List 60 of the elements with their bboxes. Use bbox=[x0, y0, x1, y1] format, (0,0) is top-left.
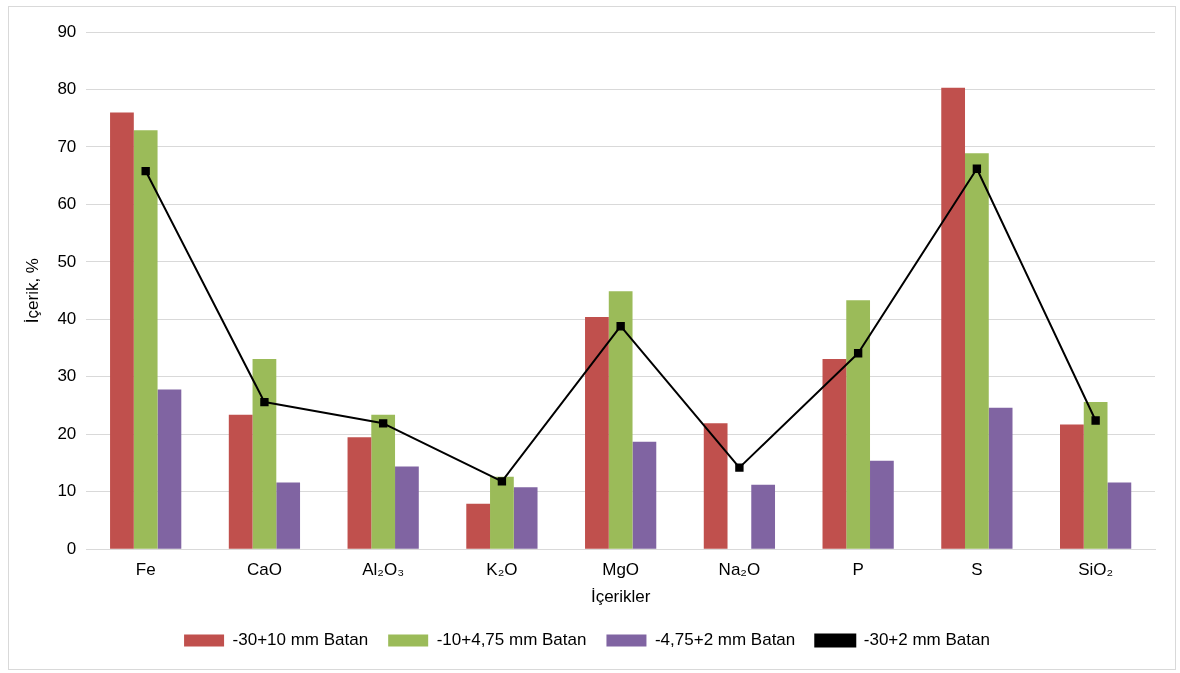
x-tick-label: Fe bbox=[135, 560, 156, 580]
y-tick-label: 50 bbox=[57, 251, 77, 271]
bar bbox=[822, 358, 847, 549]
bar bbox=[228, 414, 253, 549]
bar bbox=[1060, 424, 1084, 549]
point bbox=[853, 349, 863, 358]
point bbox=[260, 397, 269, 407]
bar bbox=[133, 130, 158, 549]
bar bbox=[703, 423, 728, 549]
bar bbox=[110, 112, 134, 549]
y-tick-label: 30 bbox=[57, 366, 77, 386]
point bbox=[735, 463, 744, 472]
bar bbox=[870, 460, 894, 549]
point bbox=[1091, 416, 1100, 425]
bar bbox=[632, 441, 657, 549]
bar bbox=[395, 466, 419, 549]
y-tick-label: 40 bbox=[57, 309, 77, 329]
bar bbox=[157, 389, 182, 549]
bar bbox=[513, 487, 538, 549]
bar bbox=[371, 414, 396, 549]
point bbox=[497, 477, 507, 486]
bar bbox=[585, 317, 609, 549]
bar bbox=[751, 484, 776, 549]
bar bbox=[276, 482, 301, 549]
bar bbox=[965, 153, 989, 549]
y-tick-label: 60 bbox=[57, 194, 77, 214]
bar bbox=[1107, 482, 1132, 549]
y-tick-label: 20 bbox=[57, 423, 77, 443]
x-tick-label: Al₂O₃ bbox=[362, 560, 405, 580]
bar bbox=[846, 300, 871, 549]
y-axis-title: İçerik, % bbox=[22, 258, 42, 324]
legend-label: -4,75+2 mm Batan bbox=[654, 630, 796, 650]
bar bbox=[1083, 402, 1108, 549]
bar bbox=[941, 87, 966, 549]
y-tick-label: 90 bbox=[57, 21, 77, 41]
point bbox=[972, 164, 982, 173]
bar bbox=[490, 476, 514, 549]
x-tick-label: Na₂O bbox=[718, 560, 761, 580]
point bbox=[378, 419, 388, 428]
bar bbox=[252, 358, 277, 549]
x-tick-label: P bbox=[852, 560, 864, 580]
legend-label: -10+4,75 mm Batan bbox=[436, 630, 587, 650]
bar bbox=[347, 437, 372, 549]
bar bbox=[608, 291, 633, 549]
bar bbox=[988, 407, 1013, 549]
y-tick-label: 10 bbox=[57, 481, 77, 501]
x-tick-label: K₂O bbox=[486, 560, 518, 580]
x-axis-title: İçerikler bbox=[590, 587, 651, 607]
x-tick-label: CaO bbox=[246, 560, 282, 580]
x-tick-label: MgO bbox=[602, 560, 640, 580]
y-tick-label: 70 bbox=[57, 136, 77, 156]
point bbox=[616, 322, 625, 331]
x-tick-label: S bbox=[971, 560, 983, 580]
x-tick-label: SiO₂ bbox=[1078, 560, 1114, 580]
y-tick-label: 0 bbox=[66, 538, 77, 558]
bar bbox=[466, 503, 491, 549]
legend-label: -30+10 mm Batan bbox=[232, 630, 369, 650]
legend-label: -30+2 mm Batan bbox=[863, 630, 990, 650]
y-tick-label: 80 bbox=[57, 79, 77, 99]
point bbox=[141, 166, 150, 176]
